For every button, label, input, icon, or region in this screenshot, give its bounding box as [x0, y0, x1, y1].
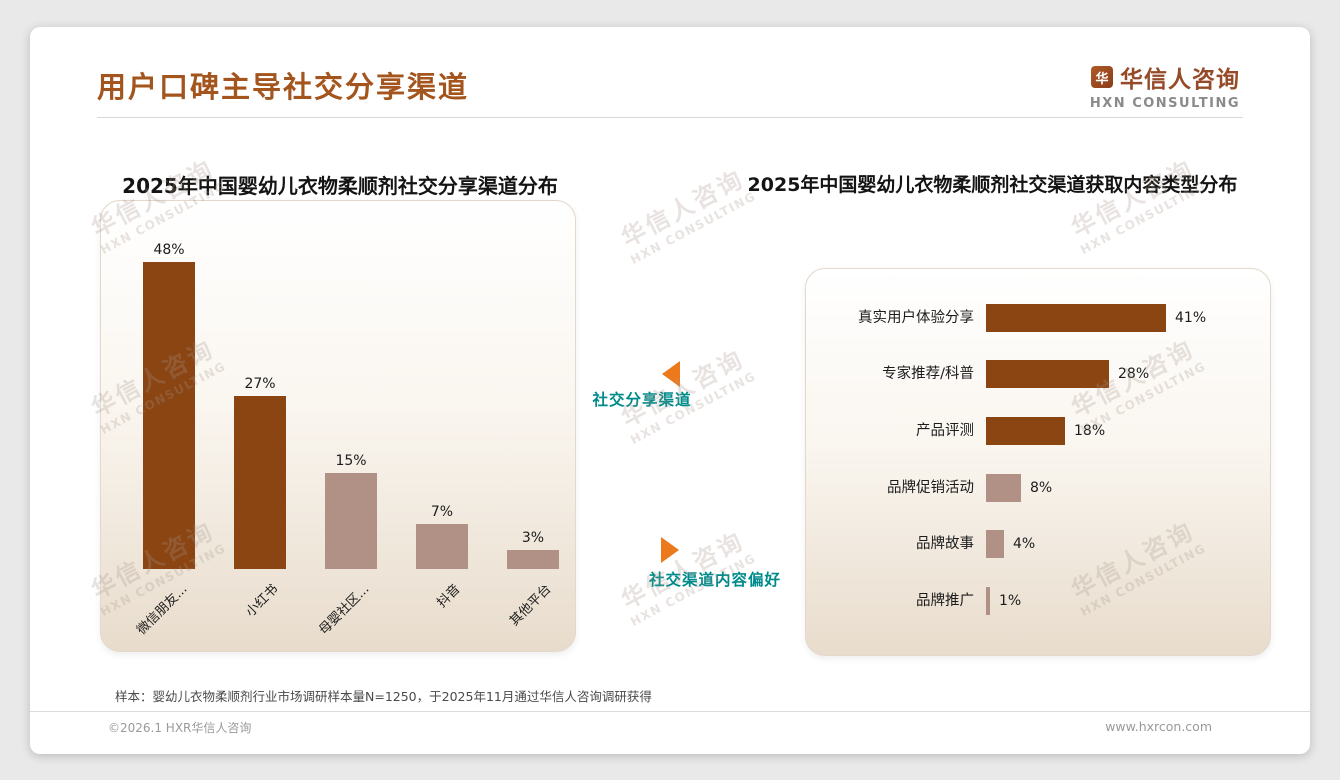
left-chart-plot: 48% 微信朋友... 27% 小红书 15% 母婴社区... 7% 抖音 3% 其他平台 [101, 201, 575, 651]
header-divider [97, 117, 1243, 118]
bar-category-label: 品牌促销活动 [887, 480, 974, 496]
left-chart-panel: 48% 微信朋友... 27% 小红书 15% 母婴社区... 7% 抖音 3% 其他平台 [100, 200, 576, 652]
left-arrow-icon [662, 361, 680, 387]
bar-value-label: 18% [1074, 423, 1106, 439]
bar [507, 550, 559, 569]
bar [986, 360, 1109, 388]
bar-value-label: 8% [1030, 480, 1053, 496]
logo-row: 华 华信人咨询 [1091, 60, 1240, 94]
bar-value-label: 15% [335, 453, 367, 469]
page-title: 用户口碑主导社交分享渠道 [97, 70, 470, 104]
bar-value-label: 1% [999, 593, 1022, 609]
right-arrow-icon [661, 537, 679, 563]
bar-category-label: 品牌推广 [916, 593, 974, 609]
sample-footnote: 样本：婴幼儿衣物柔顺剂行业市场调研样本量N=1250，于2025年11月通过华信… [115, 689, 652, 704]
logo-name: 华信人咨询 [1120, 67, 1240, 93]
company-logo: 华 华信人咨询 HXN CONSULTING [1090, 60, 1240, 111]
footer-divider [30, 711, 1310, 712]
bar-category-label: 产品评测 [916, 423, 974, 439]
left-chart-title: 2025年中国婴幼儿衣物柔顺剂社交分享渠道分布 [122, 174, 558, 198]
annotation-share-channels: 社交分享渠道 [592, 391, 692, 409]
annotation-content-preference: 社交渠道内容偏好 [648, 571, 781, 589]
right-chart-plot: 真实用户体验分享 41% 专家推荐/科普 28% 产品评测 18% 品牌促销活动 8% 品牌故事… [806, 269, 1270, 655]
bar [986, 587, 990, 615]
logo-seal-icon: 华 [1091, 66, 1113, 88]
bar-value-label: 48% [153, 242, 185, 258]
right-chart-panel: 真实用户体验分享 41% 专家推荐/科普 28% 产品评测 18% 品牌促销活动 8% 品牌故事… [805, 268, 1271, 656]
bar-value-label: 3% [521, 530, 545, 546]
bar-value-label: 7% [430, 504, 454, 520]
footer-website: www.hxrcon.com [1105, 719, 1212, 734]
bar [325, 473, 377, 569]
bar [986, 304, 1166, 332]
bar-value-label: 41% [1175, 310, 1207, 326]
bar-category-label: 专家推荐/科普 [882, 366, 974, 382]
bar [234, 396, 286, 569]
bar [986, 417, 1065, 445]
footer-copyright: ©2026.1 HXR华信人咨询 [108, 721, 252, 735]
bar-category-label: 真实用户体验分享 [858, 310, 974, 326]
bar [143, 262, 195, 569]
bar-value-label: 4% [1013, 536, 1036, 552]
bar [986, 474, 1021, 502]
bar-value-label: 27% [244, 376, 276, 392]
right-chart-title: 2025年中国婴幼儿衣物柔顺剂社交渠道获取内容类型分布 [747, 174, 1238, 196]
bar [416, 524, 468, 569]
bar-value-label: 28% [1118, 366, 1150, 382]
bar [986, 530, 1004, 558]
bar-category-label: 品牌故事 [916, 536, 974, 552]
logo-subtitle: HXN CONSULTING [1089, 96, 1240, 111]
